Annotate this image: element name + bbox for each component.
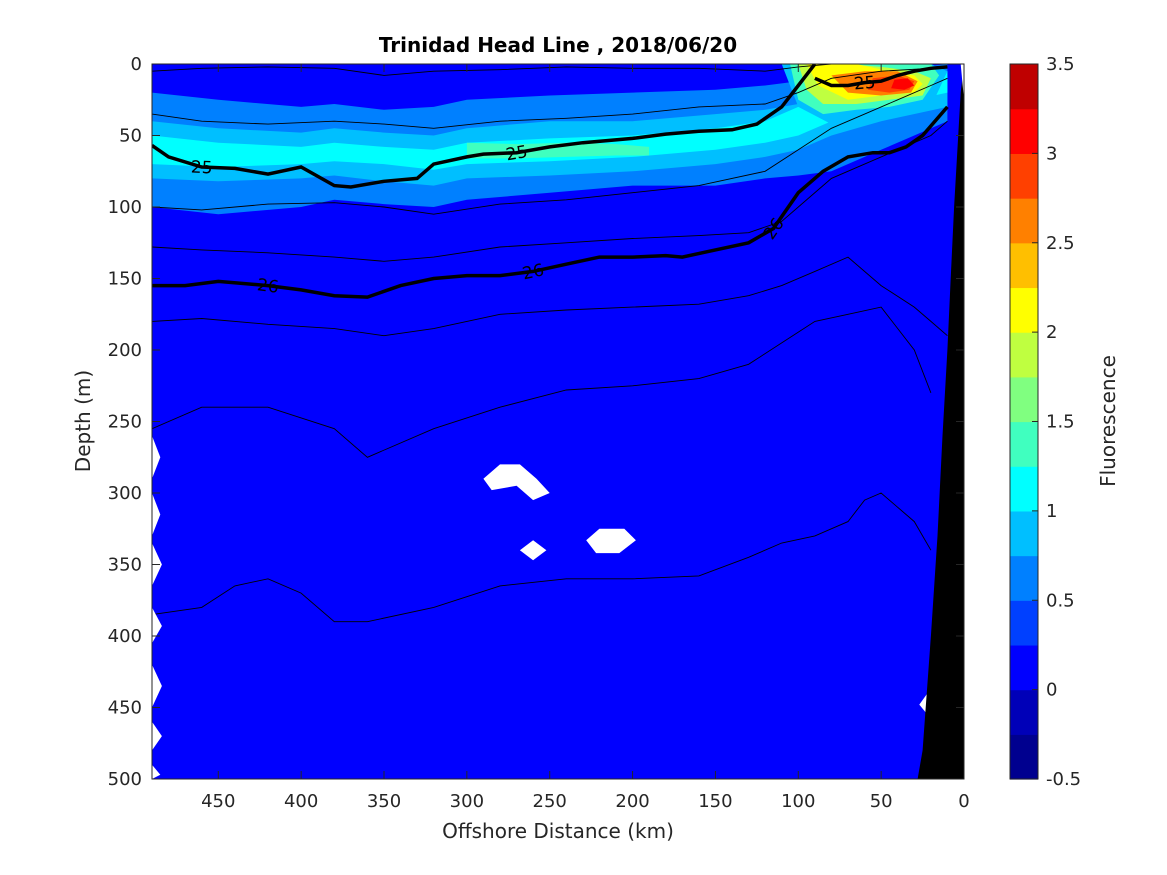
colorbar-tick-label: 2.5 — [1046, 233, 1075, 254]
colorbar-swatch — [1010, 734, 1038, 780]
colorbar-swatch — [1010, 64, 1038, 110]
y-tick-label: 100 — [108, 197, 142, 218]
thin-isopycnal-6 — [152, 492, 932, 623]
isopycnal-26 — [152, 105, 949, 299]
missing-data-8 — [519, 540, 547, 561]
x-axis-label: Offshore Distance (km) — [442, 819, 674, 843]
colorbar-tick-label: 1.5 — [1046, 412, 1075, 433]
x-tick-label: 200 — [615, 791, 649, 812]
contour-label-1: 25 — [504, 142, 529, 165]
y-tick-label: 350 — [108, 555, 142, 576]
x-tick-label: 450 — [201, 791, 235, 812]
colorbar-swatch — [1010, 332, 1038, 378]
contour-label-0: 25 — [190, 158, 212, 179]
contour-label-text: 25 — [190, 158, 212, 179]
x-tick-label: 100 — [781, 791, 815, 812]
contour-label-4: 26 — [521, 260, 546, 284]
missing-data-4 — [152, 664, 162, 708]
y-tick-label: 300 — [108, 483, 142, 504]
x-tick-label: 350 — [367, 791, 401, 812]
colorbar: 3.5 3 2.5 2 1.5 1 0.5 0 -0.5 — [1009, 54, 1081, 790]
y-tick-label: 0 — [131, 54, 142, 75]
thin-isopycnal-3 — [152, 120, 948, 262]
colorbar-tick-label: 0.5 — [1046, 590, 1075, 611]
missing-data-0 — [152, 435, 161, 479]
thin-isopycnal-5 — [152, 306, 932, 458]
missing-data-6 — [152, 764, 161, 779]
isopycnal-25 — [152, 64, 817, 189]
colorbar-swatch — [1010, 287, 1038, 333]
missing-data-9 — [586, 528, 636, 554]
y-tick-label: 250 — [108, 412, 142, 433]
colorbar-swatch — [1010, 510, 1038, 557]
y-axis: 0 50 100 150 200 250 300 350 400 450 500 — [108, 54, 964, 790]
chart-title: Trinidad Head Line , 2018/06/20 — [379, 33, 737, 57]
colorbar-tick-label: 0 — [1046, 680, 1057, 701]
colorbar-label: Fluorescence — [1096, 355, 1120, 487]
x-tick-label: 0 — [958, 791, 969, 812]
colorbar-swatch — [1010, 153, 1038, 199]
thin-isopycnal-1 — [152, 66, 948, 129]
colorbar-swatch — [1010, 689, 1038, 735]
missing-data-5 — [152, 721, 162, 751]
missing-data-1 — [152, 493, 161, 536]
thin-isopycnal-2 — [152, 77, 948, 215]
x-tick-label: 250 — [533, 791, 567, 812]
contour-label-text: 26 — [521, 260, 546, 284]
x-axis: 450 400 350 300 250 200 150 100 50 0 — [201, 64, 970, 812]
colorbar-swatch — [1010, 108, 1038, 154]
y-axis-label: Depth (m) — [71, 370, 95, 472]
contour-label-text: 25 — [504, 142, 529, 165]
contour-label-2: 25 — [853, 73, 876, 95]
seafloor-bathymetry — [917, 64, 964, 779]
colorbar-swatch — [1010, 242, 1038, 289]
contour-label-text: 26 — [256, 275, 280, 298]
y-tick-label: 50 — [119, 126, 142, 147]
colorbar-swatch — [1010, 198, 1038, 244]
colorbar-swatch — [1010, 555, 1038, 601]
colorbar-tick-label: 3.5 — [1046, 54, 1075, 75]
x-tick-label: 150 — [698, 791, 732, 812]
y-tick-label: 150 — [108, 269, 142, 290]
x-tick-label: 300 — [450, 791, 484, 812]
fluorescence-band-2 — [152, 71, 948, 170]
land-wedge — [960, 64, 964, 100]
y-tick-label: 400 — [108, 626, 142, 647]
thin-isopycnal-4 — [152, 256, 948, 337]
y-tick-label: 200 — [108, 340, 142, 361]
missing-data-7 — [483, 464, 550, 501]
colorbar-tick-label: 2 — [1046, 322, 1057, 343]
colorbar-swatch — [1010, 644, 1038, 691]
missing-data-10 — [919, 693, 928, 715]
isopycnal-25 — [814, 65, 948, 88]
colorbar-swatch — [1010, 466, 1038, 512]
y-tick-label: 450 — [108, 698, 142, 719]
colorbar-swatch — [1010, 376, 1038, 423]
x-tick-label: 400 — [284, 791, 318, 812]
y-tick-label: 500 — [108, 769, 142, 790]
x-tick-label: 50 — [870, 791, 893, 812]
colorbar-swatch — [1010, 421, 1038, 467]
colorbar-swatch — [1010, 600, 1038, 646]
colorbar-tick-label: 1 — [1046, 501, 1057, 522]
colorbar-tick-label: 3 — [1046, 143, 1057, 164]
colorbar-tick-label: -0.5 — [1046, 769, 1081, 790]
contour-label-3: 26 — [256, 275, 280, 298]
contour-label-text: 25 — [853, 73, 876, 95]
fluorescence-hotspot-6 — [891, 78, 915, 90]
missing-data-3 — [152, 607, 162, 644]
